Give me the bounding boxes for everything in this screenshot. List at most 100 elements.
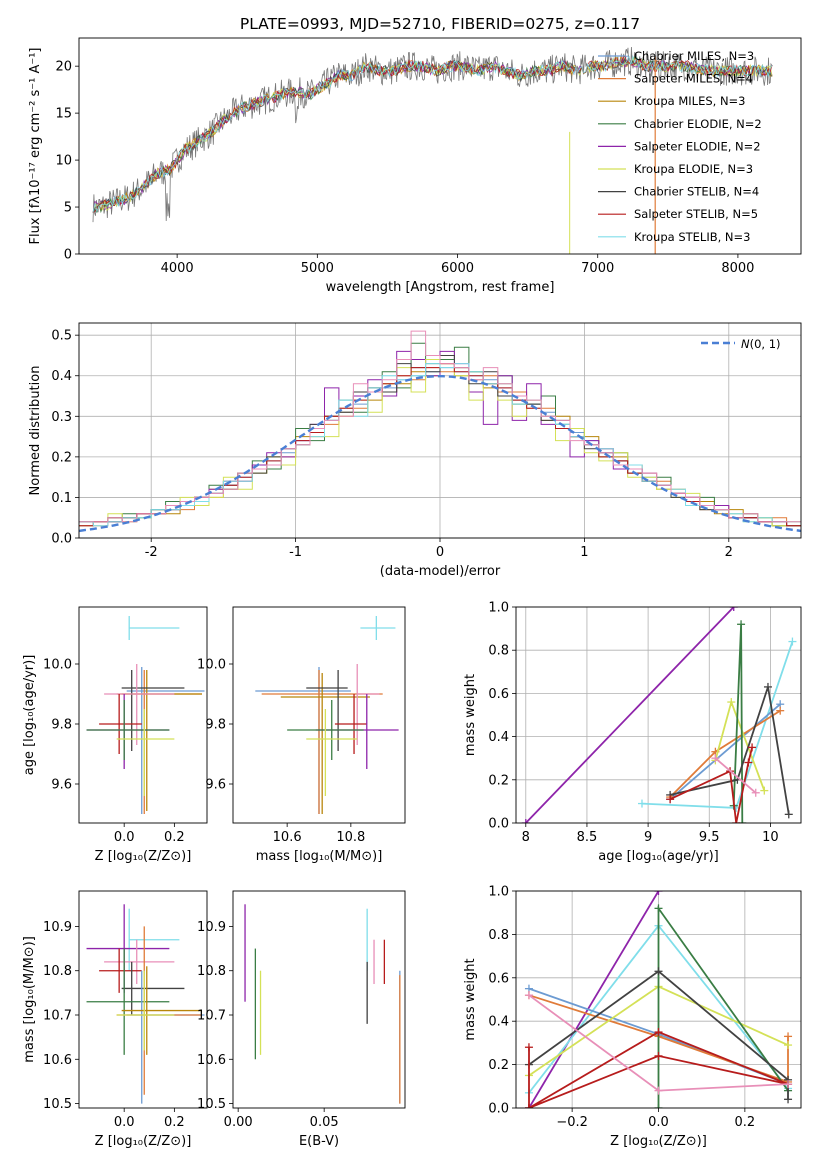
observed-spectrum [92, 46, 773, 223]
weight-marker [524, 1043, 533, 1052]
weight-marker [776, 706, 785, 715]
weight-line [525, 607, 735, 823]
y-tick-label: 15 [55, 107, 72, 122]
y-tick-label: 0.6 [488, 971, 509, 986]
weight-vs-age-axes: 8 8.5 9 9.5 10 0.0 0.2 0.4 0.6 0.8 1.0 age [log₁₀(a… [463, 601, 802, 864]
x-tick-label: 0.2 [735, 1115, 756, 1130]
mass-vs-ebv-plot-area [244, 904, 401, 1104]
weight-marker [666, 795, 675, 804]
chart-title: PLATE=0993, MJD=52710, FIBERID=0275, z=0… [240, 15, 640, 33]
legend-label: Chabrier ELODIE, N=2 [634, 117, 762, 131]
weight-line [669, 686, 790, 815]
y-tick-label: 0.2 [51, 450, 72, 465]
y-axis-label: age [log₁₀(age/yr)] [22, 655, 37, 776]
y-tick-label: 10.5 [197, 1097, 226, 1112]
errorbar-point [99, 948, 142, 993]
weight-vs-Z-axes: −0.2 0.0 0.2 0.0 0.2 0.4 0.6 0.8 1.0 Z [log₁₀(Z/Z… [463, 885, 802, 1149]
errorbar-point [104, 664, 175, 745]
x-tick-label: 8000 [721, 261, 754, 276]
x-tick-label: 5000 [301, 261, 334, 276]
weight-marker [729, 607, 738, 611]
weight-marker [784, 1095, 793, 1104]
weight-marker [788, 637, 797, 646]
mass-vs-Z-axes: 0.0 0.2 10.5 10.6 10.7 10.8 10.9 Z [log₁₀(Z/Z⊙)… [22, 890, 208, 1149]
y-tick-label: 10.8 [43, 964, 72, 979]
errorbar-point [116, 709, 175, 796]
x-axis-label: Z [log₁₀(Z/Z⊙)] [95, 849, 192, 864]
weight-line [528, 891, 660, 1108]
y-tick-label: 10 [55, 154, 72, 169]
y-tick-label: 9.8 [205, 718, 226, 733]
errorbar-point [116, 970, 175, 1051]
y-tick-label: 10.7 [43, 1009, 72, 1024]
errorbar-point [121, 670, 185, 751]
legend-label: Kroupa ELODIE, N=3 [634, 162, 753, 176]
x-axis-label: Z [log₁₀(Z/Z⊙)] [95, 1134, 192, 1149]
x-tick-label: 4000 [161, 261, 194, 276]
legend-label: Kroupa MILES, N=3 [634, 94, 746, 108]
model-spectrum-line [92, 55, 773, 214]
x-axis-label: Z [log₁₀(Z/Z⊙)] [610, 1134, 707, 1149]
weight-line [714, 757, 757, 794]
age-vs-Z-axes: 0.0 0.2 9.6 9.8 10.0 Z [log₁₀(Z/Z⊙)] age [log₁… [22, 606, 208, 864]
weight-line [669, 747, 753, 823]
weight-marker [654, 1028, 663, 1037]
x-tick-label: 7000 [581, 261, 614, 276]
x-tick-label: 10.6 [273, 830, 302, 845]
weight-vs-Z-frame [515, 890, 802, 1109]
errorbar-point [128, 616, 180, 640]
x-axis-label: mass [log₁₀(M/M⊙)] [256, 849, 383, 864]
y-axis-label: Flux [fλ10⁻¹⁷ erg cm⁻² s⁻¹ A⁻¹] [28, 48, 43, 245]
weight-marker [711, 754, 720, 763]
residuals-plot-area [79, 330, 801, 533]
weight-marker [748, 743, 757, 752]
y-tick-label: 0.5 [51, 329, 72, 344]
legend-label-part: N [741, 337, 750, 351]
errorbar-point [126, 970, 205, 1104]
spectrum-plot-area [92, 46, 773, 254]
x-axis-label: age [log₁₀(age/yr)] [598, 849, 719, 864]
x-tick-label: 0.2 [164, 1115, 185, 1130]
x-tick-label: 0.05 [310, 1115, 339, 1130]
mass-vs-Z-frame [78, 890, 208, 1109]
weight-marker [654, 904, 663, 913]
weight-marker [524, 1104, 533, 1108]
errorbar-point [86, 904, 170, 993]
legend-label: Chabrier MILES, N=3 [634, 49, 754, 63]
y-tick-label: 10.6 [197, 1053, 226, 1068]
y-tick-label: 5 [64, 201, 72, 216]
weight-marker [654, 967, 663, 976]
y-axis-label: mass weight [463, 958, 478, 1040]
age-vs-Z-plot-area [86, 616, 205, 814]
x-tick-label: 10 [762, 830, 779, 845]
legend-label: Salpeter ELODIE, N=2 [634, 139, 761, 153]
weight-line [528, 994, 789, 1084]
x-tick-label: 8 [522, 830, 530, 845]
x-axis-label: E(B-V) [299, 1134, 339, 1149]
weight-marker [654, 891, 663, 895]
weight-marker [637, 799, 646, 808]
x-axis-label: (data-model)/error [380, 564, 501, 579]
x-tick-label: 0.2 [164, 830, 185, 845]
weight-marker [738, 819, 747, 823]
x-tick-label: 9 [644, 830, 652, 845]
errorbar-point [86, 700, 170, 760]
weight-marker [737, 620, 746, 629]
weight-marker [744, 758, 753, 767]
legend-label: Salpeter MILES, N=4 [634, 72, 753, 86]
legend-label: N(0, 1) [741, 337, 781, 351]
mass-vs-ebv-axes: 0.00 0.05 10.5 10.6 10.7 10.8 10.9 E(B-V) [197, 890, 406, 1149]
errorbar-point [126, 667, 205, 814]
errorbar-point [360, 616, 396, 640]
spectrum-axes: 4000 5000 6000 7000 8000 0 5 10 15 20 wavelength [… [28, 37, 802, 295]
errorbar-point [86, 948, 170, 1055]
weight-marker [524, 991, 533, 1000]
errorbar-point [104, 939, 175, 984]
x-tick-label: 6000 [441, 261, 474, 276]
errorbar-point [306, 670, 348, 751]
residuals-axes: -2 -1 0 1 2 0.0 0.1 0.2 0.3 0.4 0.5 (data-model)/er… [28, 322, 802, 579]
x-tick-label: 9.5 [699, 830, 720, 845]
y-tick-label: 0.4 [488, 1015, 509, 1030]
weight-line [528, 970, 789, 1100]
weight-marker [784, 1032, 793, 1041]
